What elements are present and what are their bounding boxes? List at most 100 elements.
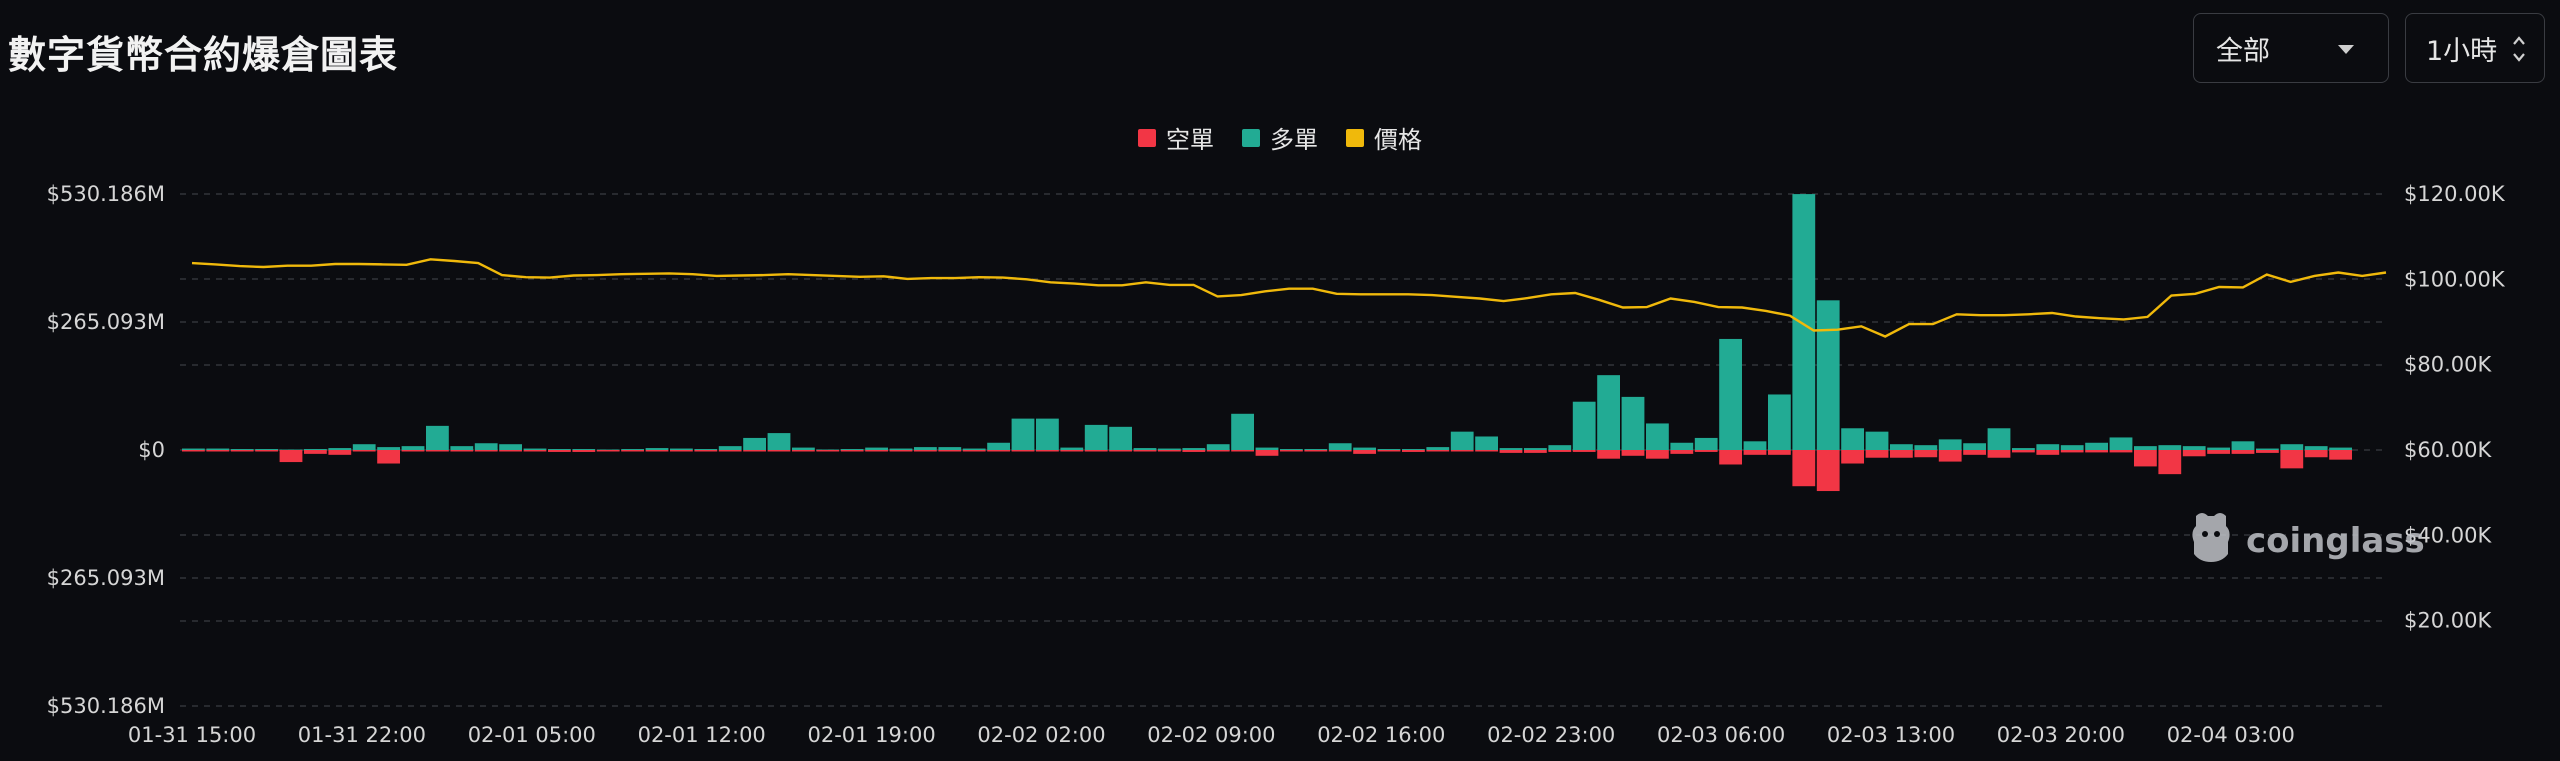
range-select[interactable]: 全部 [2193, 13, 2389, 83]
short-bar [255, 450, 278, 452]
long-bar [523, 448, 547, 451]
short-bar [572, 450, 596, 452]
short-bar [1646, 450, 1669, 459]
long-bar [1816, 300, 1840, 450]
long-bar [987, 442, 1010, 450]
x-tick-label: 02-02 23:00 [1487, 723, 1615, 747]
legend-item-long[interactable]: 多單 [1242, 120, 1318, 155]
short-bar [1792, 450, 1816, 487]
long-bar [1768, 394, 1791, 450]
long-bar [2182, 446, 2206, 450]
short-bar [1036, 450, 1059, 452]
short-bar [352, 450, 376, 452]
short-bar [1865, 450, 1889, 458]
long-bar [2207, 447, 2230, 450]
interval-select[interactable]: 1小時 [2405, 13, 2545, 83]
y-left-tick-label: $265.093M [47, 310, 165, 334]
long-bar [1743, 441, 1767, 450]
short-bar [1475, 450, 1498, 452]
x-tick-label: 02-02 02:00 [977, 723, 1105, 747]
long-bar [2012, 448, 2035, 450]
long-bar [962, 448, 986, 451]
x-tick-label: 01-31 15:00 [128, 723, 256, 747]
long-bar [1255, 447, 1279, 450]
short-bar [1206, 450, 1230, 452]
long-bar [1694, 437, 1718, 450]
page-title: 數字貨幣合約爆倉圖表 [8, 33, 399, 77]
short-bar [2109, 450, 2133, 453]
short-bar [1402, 450, 1425, 452]
long-bar [645, 448, 669, 450]
y-left-tick-label: $530.186M [47, 182, 165, 206]
short-bar [2060, 450, 2084, 453]
long-bar [1524, 448, 1547, 450]
short-bar [1597, 450, 1620, 459]
short-bar [1914, 450, 1938, 458]
legend-item-short[interactable]: 空單 [1138, 120, 1214, 155]
short-bar [1841, 450, 1864, 464]
legend-item-price[interactable]: 價格 [1346, 120, 1422, 155]
long-bar [2280, 444, 2304, 450]
short-bar [596, 450, 620, 452]
long-bar [1158, 448, 1181, 451]
long-bar [1182, 448, 1206, 450]
short-bar [1548, 450, 1572, 452]
short-bar [2158, 450, 2182, 475]
long-bar [1475, 436, 1498, 450]
short-bar [1084, 450, 1108, 452]
long-bar [1621, 396, 1645, 450]
long-bar [2158, 445, 2182, 450]
coinglass-logo-icon [2188, 510, 2234, 571]
long-bar [2109, 437, 2133, 450]
short-bar [743, 450, 766, 452]
long-bar [694, 449, 718, 451]
short-bar [2256, 450, 2279, 453]
y-right-tick-label: $60.00K [2404, 438, 2492, 462]
short-bar [2329, 450, 2352, 460]
short-bar [1304, 450, 1328, 452]
short-bar [1328, 450, 1352, 452]
long-bar [840, 449, 864, 451]
short-bar [304, 450, 327, 454]
y-left-tick-label: $0 [138, 438, 165, 462]
updown-chevron-icon [2512, 34, 2526, 64]
x-tick-label: 02-03 06:00 [1657, 723, 1785, 747]
long-bar [1938, 439, 1962, 450]
long-bar [1841, 428, 1864, 450]
short-bar [1499, 450, 1523, 453]
x-tick-label: 02-04 03:00 [2167, 723, 2295, 747]
short-bar [1231, 450, 1254, 452]
price-layer [191, 258, 2387, 338]
short-bar [938, 450, 962, 452]
short-bar [1524, 450, 1547, 453]
short-bar [2207, 450, 2230, 454]
long-bar [572, 449, 596, 451]
short-bar [1182, 450, 1206, 452]
legend-swatch-short [1138, 128, 1156, 147]
short-bar [182, 450, 205, 452]
short-bar [718, 450, 742, 452]
long-bar [182, 448, 205, 451]
long-bar [1280, 449, 1303, 451]
long-bar [718, 446, 742, 450]
long-bar [1036, 418, 1059, 450]
bar-layer [182, 194, 2352, 492]
short-bar [230, 450, 254, 452]
long-bar [1963, 443, 1986, 450]
long-bar [792, 447, 815, 450]
x-tick-label: 02-02 16:00 [1317, 723, 1445, 747]
short-bar [1987, 450, 2011, 458]
short-bar [2182, 450, 2206, 457]
long-bar [1304, 449, 1328, 451]
long-bar [328, 448, 352, 450]
watermark-text: coinglass [2246, 520, 2425, 561]
long-bar [1231, 413, 1254, 450]
long-bar [304, 449, 327, 451]
long-bar [2256, 448, 2279, 451]
long-bar [474, 443, 498, 450]
short-bar [816, 450, 840, 452]
price-line [191, 258, 2387, 338]
long-bar [1987, 428, 2011, 450]
long-bar [767, 433, 791, 450]
